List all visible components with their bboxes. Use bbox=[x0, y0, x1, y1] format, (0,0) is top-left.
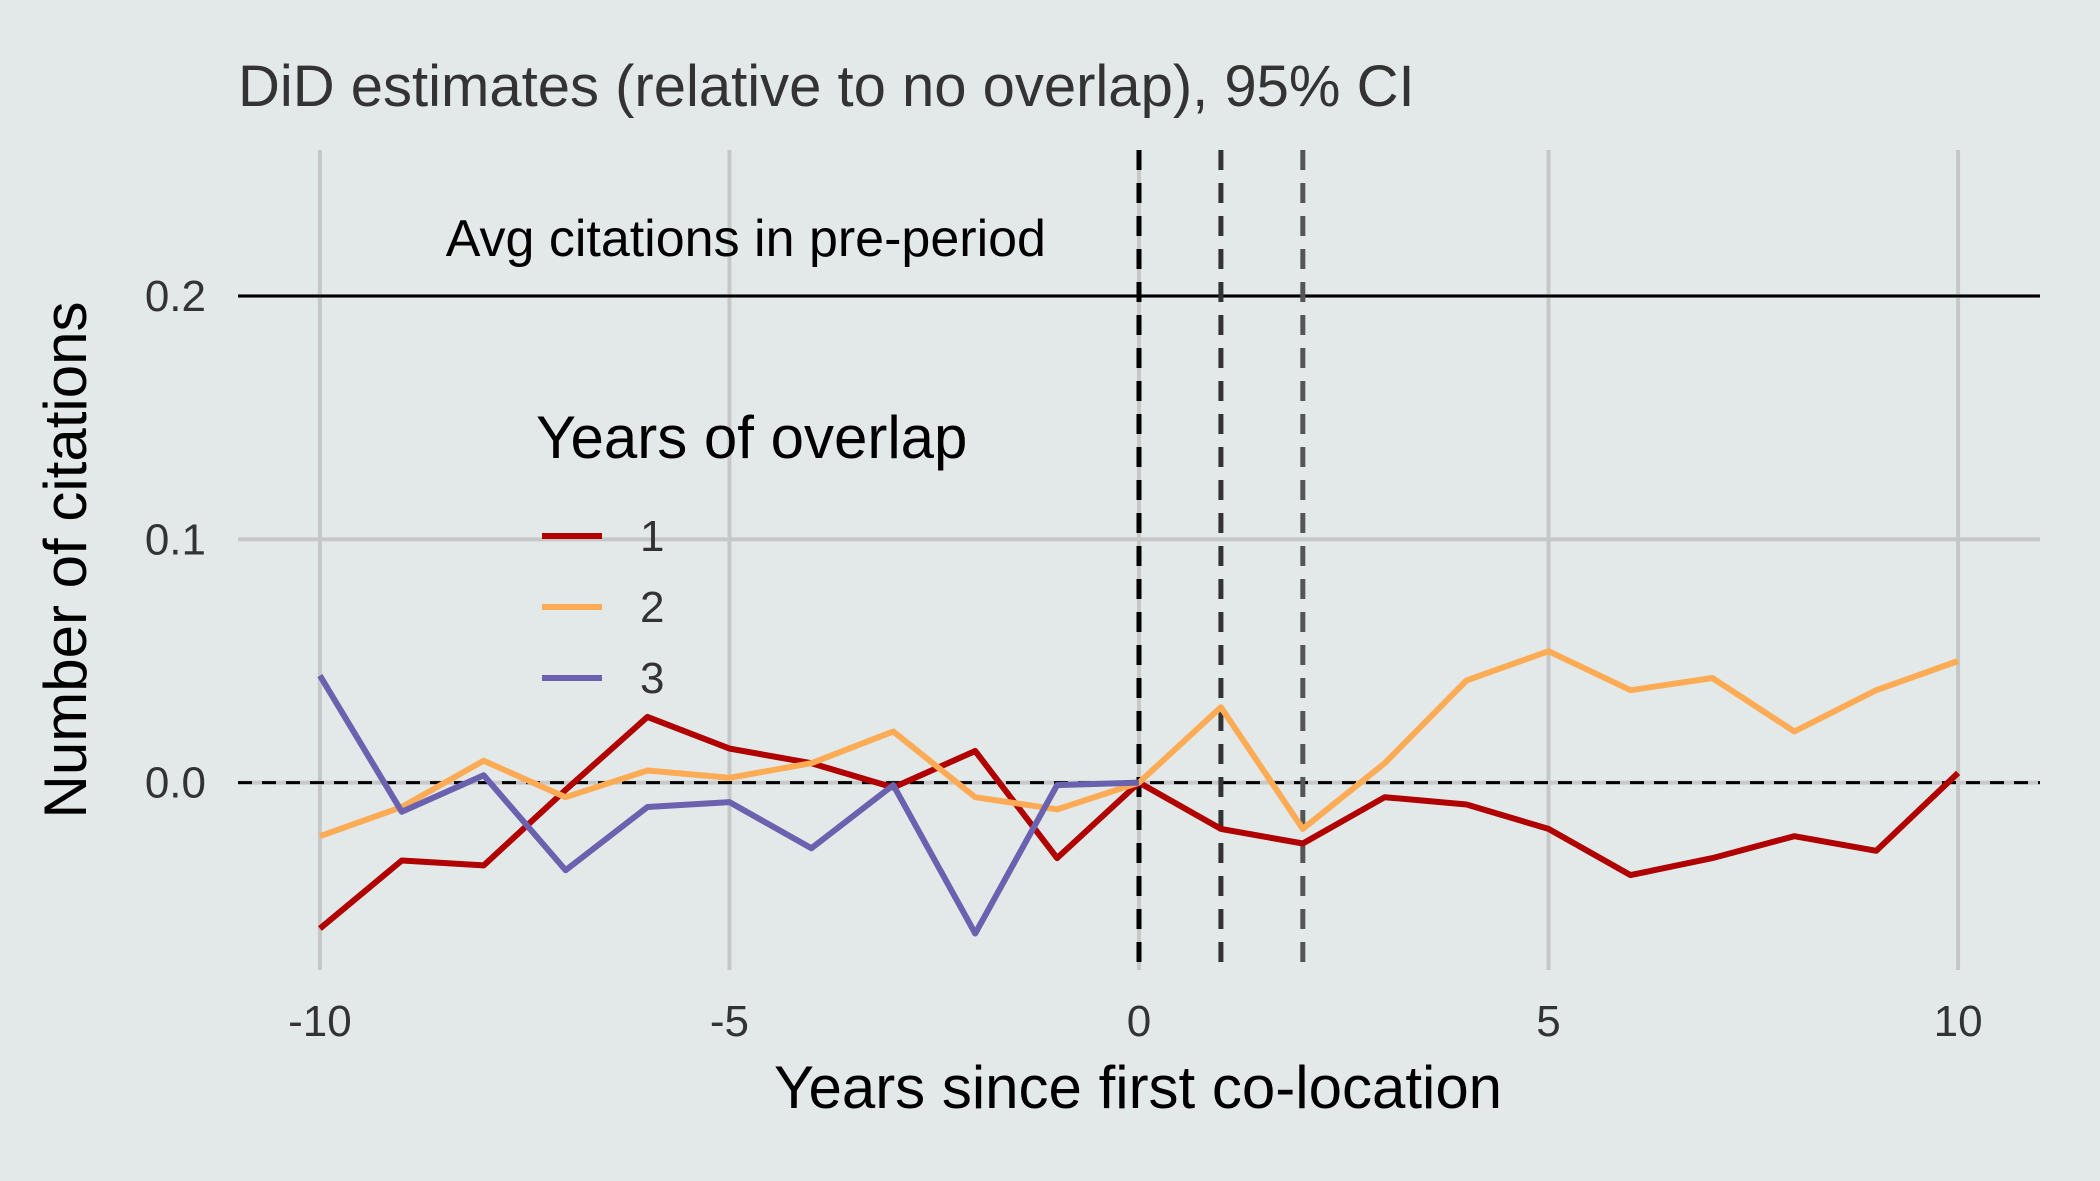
x-tick-label: 0 bbox=[1127, 997, 1151, 1046]
legend-title: Years of overlap bbox=[536, 404, 967, 471]
legend-label-3: 3 bbox=[640, 654, 664, 703]
legend-label-2: 2 bbox=[640, 583, 664, 632]
series-lines bbox=[317, 648, 1961, 937]
y-axis-title: Number of citations bbox=[32, 302, 99, 819]
x-axis-title: Years since first co-location bbox=[774, 1054, 1502, 1121]
x-axis-ticks: -10 -5 0 5 10 bbox=[288, 997, 1982, 1046]
x-tick-label: -5 bbox=[710, 997, 749, 1046]
legend-label-1: 1 bbox=[640, 512, 664, 561]
legend-items: 1 2 3 bbox=[542, 512, 664, 703]
y-tick-label: 0.2 bbox=[145, 272, 206, 321]
series-line-3 bbox=[317, 674, 1140, 937]
y-tick-label: 0.0 bbox=[145, 759, 206, 808]
y-tick-label: 0.1 bbox=[145, 515, 206, 564]
annotation-avg-citations: Avg citations in pre-period bbox=[446, 210, 1046, 268]
y-axis-ticks: 0.0 0.1 0.2 bbox=[145, 272, 206, 808]
x-tick-label: 5 bbox=[1536, 997, 1560, 1046]
legend: Years of overlap 1 2 3 bbox=[536, 404, 967, 703]
x-tick-label: -10 bbox=[288, 997, 352, 1046]
chart-title: DiD estimates (relative to no overlap), … bbox=[238, 54, 1415, 119]
x-tick-label: 10 bbox=[1934, 997, 1983, 1046]
